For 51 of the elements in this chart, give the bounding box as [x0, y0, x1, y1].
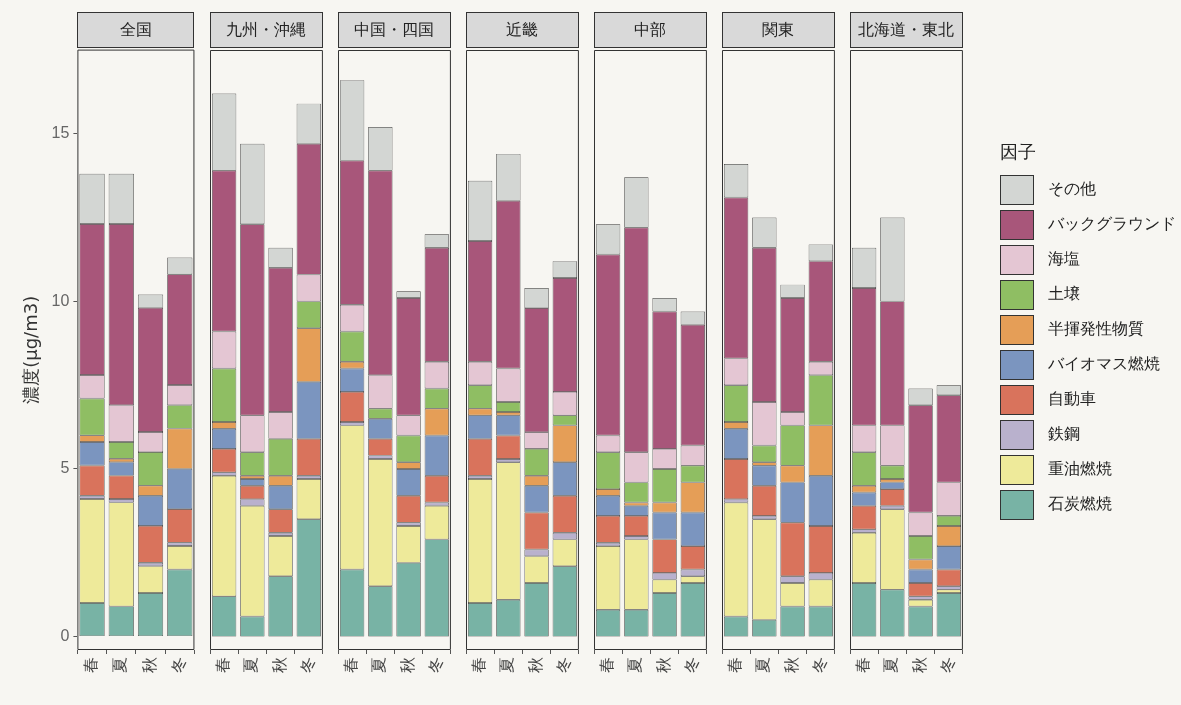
legend-label: 自動車 [1048, 389, 1096, 410]
legend-label: 鉄鋼 [1048, 424, 1080, 445]
x-tick-label: 夏 [110, 657, 130, 674]
legend-label: 重油燃焼 [1048, 459, 1112, 480]
x-tick-label: 夏 [625, 657, 645, 673]
y-tick-label: 5 [60, 459, 70, 477]
legend-label: 半揮発性物質 [1048, 319, 1144, 340]
x-tick-label: 春 [213, 657, 233, 673]
legend-label: バックグラウンド [1048, 214, 1176, 235]
y-tick-label: 10 [51, 291, 70, 309]
legend-label: 石炭燃焼 [1048, 494, 1112, 515]
x-tick-label: 秋 [909, 657, 929, 673]
x-tick-label: 春 [341, 657, 361, 673]
x-tick-label: 春 [81, 657, 101, 674]
x-tick-label: 夏 [753, 657, 773, 673]
x-tick-label: 秋 [397, 657, 417, 673]
legend-label: 土壌 [1048, 284, 1080, 305]
legend-title: 因子 [1000, 140, 1037, 164]
x-tick-label: 夏 [369, 657, 389, 673]
x-tick-label: 冬 [168, 657, 188, 674]
x-tick-label: 秋 [269, 657, 289, 673]
x-tick-label: 秋 [781, 657, 801, 673]
chart-title: 中国・四国 [338, 12, 451, 48]
x-tick-label: 冬 [809, 657, 829, 673]
x-tick-label: 冬 [297, 657, 317, 673]
chart-title: 全国 [77, 12, 195, 48]
chart-title: 近畿 [466, 12, 579, 48]
legend-label: その他 [1048, 179, 1096, 200]
x-tick-label: 冬 [553, 657, 573, 673]
x-tick-label: 夏 [241, 657, 261, 673]
x-tick-label: 春 [597, 657, 617, 673]
legend-label: 海塩 [1048, 249, 1080, 270]
x-tick-label: 春 [725, 657, 745, 673]
x-tick-label: 秋 [653, 657, 673, 673]
y-axis-title: 濃度(µg/m3) [20, 296, 42, 405]
chart-title: 中部 [594, 12, 707, 48]
x-tick-label: 春 [469, 657, 489, 673]
x-tick-label: 秋 [525, 657, 545, 673]
x-tick-label: 夏 [497, 657, 517, 673]
legend-label: バイオマス燃焼 [1048, 354, 1160, 375]
chart-title: 関東 [722, 12, 835, 48]
x-tick-label: 春 [853, 657, 873, 673]
y-tick-label: 15 [51, 124, 70, 142]
x-tick-label: 秋 [139, 657, 159, 674]
x-tick-label: 冬 [681, 657, 701, 673]
chart-title: 北海道・東北 [850, 12, 963, 48]
x-tick-label: 冬 [425, 657, 445, 673]
x-tick-label: 冬 [937, 657, 957, 673]
chart-title: 九州・沖縄 [210, 12, 323, 48]
y-tick-label: 0 [60, 627, 70, 645]
x-tick-label: 夏 [881, 657, 901, 673]
